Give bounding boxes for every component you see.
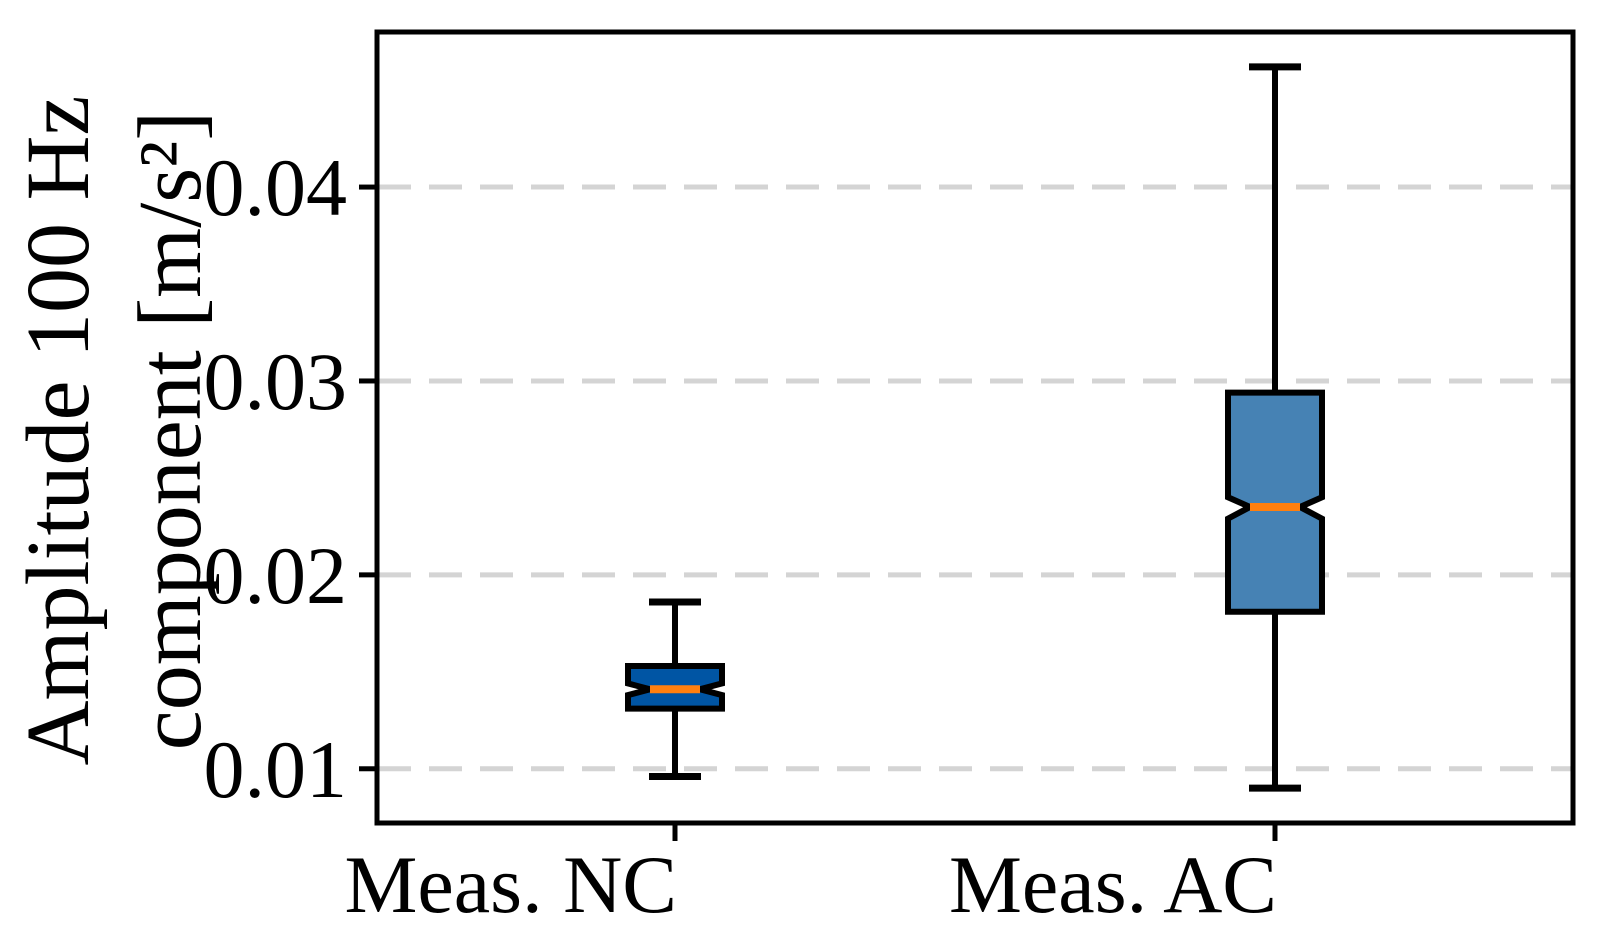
y-tick-label: 0.01 xyxy=(204,724,348,815)
box-meas-ac xyxy=(1225,389,1325,615)
y-axis-label-line-2: component [m/s²] xyxy=(121,111,220,750)
y-tick-label: 0.04 xyxy=(204,142,348,233)
x-tick-label-meas-ac: Meas. AC xyxy=(949,839,1277,930)
y-axis-label-line-1: Amplitude 100 Hz xyxy=(9,96,108,766)
y-tick-label: 0.03 xyxy=(204,336,348,427)
x-tick-label-meas-nc: Meas. NC xyxy=(344,839,677,930)
plot-frame xyxy=(374,29,1576,826)
y-tick-label: 0.02 xyxy=(204,530,348,621)
